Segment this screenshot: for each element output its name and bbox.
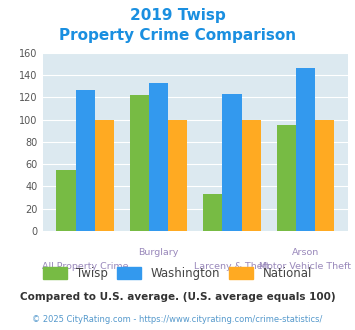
Text: Motor Vehicle Theft: Motor Vehicle Theft xyxy=(260,262,351,271)
Bar xyxy=(223,94,241,231)
Text: Property Crime Comparison: Property Crime Comparison xyxy=(59,28,296,43)
Text: Larceny & Theft: Larceny & Theft xyxy=(194,262,270,271)
Bar xyxy=(168,119,187,231)
Text: All Property Crime: All Property Crime xyxy=(42,262,129,271)
Bar xyxy=(241,119,261,231)
Bar xyxy=(277,125,296,231)
Bar xyxy=(315,119,334,231)
Text: Burglary: Burglary xyxy=(138,248,179,257)
Text: Arson: Arson xyxy=(292,248,319,257)
Bar xyxy=(203,194,223,231)
Bar xyxy=(130,95,149,231)
Text: Compared to U.S. average. (U.S. average equals 100): Compared to U.S. average. (U.S. average … xyxy=(20,292,335,302)
Bar xyxy=(149,83,168,231)
Bar xyxy=(76,89,95,231)
Text: 2019 Twisp: 2019 Twisp xyxy=(130,8,225,23)
Bar xyxy=(56,170,76,231)
Bar xyxy=(296,68,315,231)
Legend: Twisp, Washington, National: Twisp, Washington, National xyxy=(39,263,316,283)
Text: © 2025 CityRating.com - https://www.cityrating.com/crime-statistics/: © 2025 CityRating.com - https://www.city… xyxy=(32,315,323,324)
Bar xyxy=(95,119,114,231)
